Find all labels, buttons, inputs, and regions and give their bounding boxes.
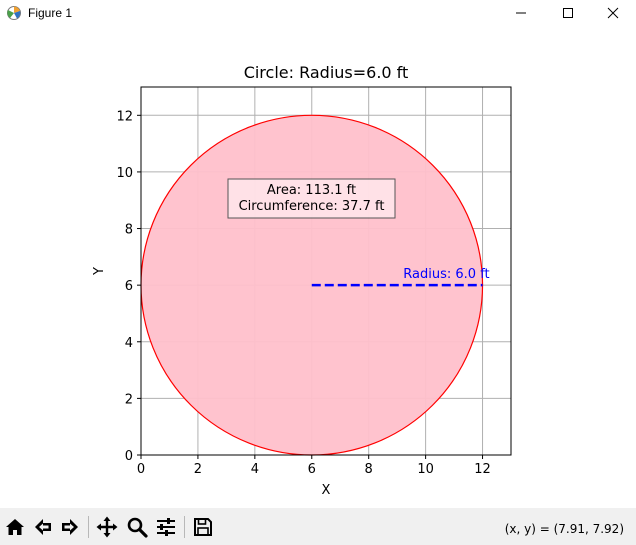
figure-canvas[interactable]: Radius: 6.0 ft Area: 113.1 ft Circumferenc…	[0, 26, 636, 508]
forward-button[interactable]	[57, 514, 83, 540]
back-arrow-icon	[35, 519, 51, 535]
x-tick-label: 12	[474, 462, 491, 477]
x-tick-label: 6	[308, 462, 316, 477]
toolbar-separator	[184, 516, 185, 538]
close-button[interactable]	[590, 0, 636, 26]
x-tick-label: 2	[194, 462, 202, 477]
y-tick-label: 0	[125, 449, 133, 464]
axes-frame	[140, 86, 512, 456]
navigation-toolbar: (x, y) = (7.91, 7.92)	[0, 508, 636, 545]
x-axis-label: X	[322, 483, 331, 498]
y-tick-label: 10	[116, 166, 133, 181]
close-icon	[607, 7, 619, 19]
y-tick-label: 2	[125, 392, 133, 407]
x-tick-label: 10	[417, 462, 434, 477]
y-tick-label: 4	[125, 336, 133, 351]
title-bar: Figure 1	[0, 0, 636, 26]
window-title: Figure 1	[28, 6, 73, 20]
toolbar-separator	[88, 516, 89, 538]
save-button[interactable]	[190, 514, 216, 540]
minimize-button[interactable]	[498, 0, 544, 26]
pan-move-icon	[96, 516, 118, 538]
zoom-magnifier-icon	[127, 517, 148, 538]
configure-subplots-button[interactable]	[153, 514, 179, 540]
maximize-button[interactable]	[545, 0, 591, 26]
maximize-icon	[563, 8, 573, 18]
save-floppy-icon	[194, 518, 212, 536]
info-box	[227, 178, 396, 219]
info-box-line: Circumference: 37.7 ft	[239, 199, 385, 214]
info-box-line: Area: 113.1 ft	[267, 183, 356, 198]
matplotlib-figure-icon	[7, 6, 21, 20]
cursor-coordinates: (x, y) = (7.91, 7.92)	[504, 522, 624, 536]
chart-title: Circle: Radius=6.0 ft	[244, 63, 409, 82]
y-tick-label: 12	[116, 109, 133, 124]
y-tick-label: 6	[125, 279, 133, 294]
back-button[interactable]	[30, 514, 56, 540]
plot-area: Radius: 6.0 ft Area: 113.1 ftCircumferenc…	[92, 63, 512, 498]
x-tick-label: 8	[365, 462, 373, 477]
home-icon	[6, 519, 24, 535]
zoom-button[interactable]	[124, 514, 150, 540]
home-button[interactable]	[2, 514, 28, 540]
x-tick-label: 0	[137, 462, 145, 477]
configure-subplots-icon	[157, 518, 175, 536]
x-tick-label: 4	[251, 462, 259, 477]
forward-arrow-icon	[62, 519, 78, 535]
pan-button[interactable]	[94, 514, 120, 540]
radius-label: Radius: 6.0 ft	[403, 267, 489, 282]
y-axis-label: Y	[92, 267, 107, 276]
minimize-icon	[516, 12, 526, 14]
y-tick-label: 8	[125, 223, 133, 238]
